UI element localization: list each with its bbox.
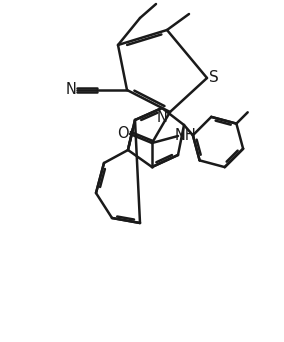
- Text: N: N: [156, 109, 168, 124]
- Text: S: S: [209, 70, 219, 86]
- Text: O: O: [117, 127, 129, 142]
- Text: N: N: [66, 82, 76, 97]
- Text: NH: NH: [175, 129, 197, 144]
